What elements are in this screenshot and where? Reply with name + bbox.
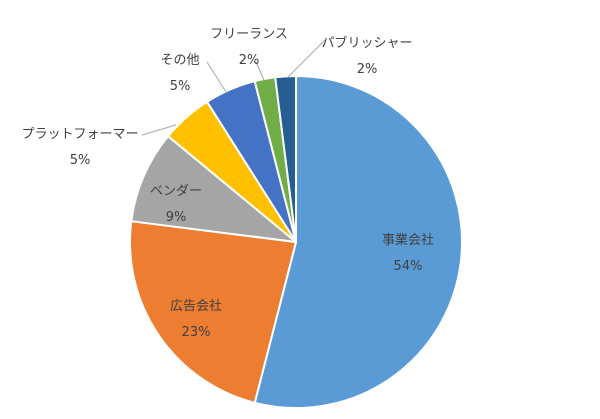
leader-line [286, 39, 326, 79]
pie-slice-3 [130, 135, 297, 243]
pie-slice-2 [129, 220, 297, 404]
slice-name-label: プラットフォーマー [21, 127, 138, 142]
slice-name-label: フリーランス [210, 27, 288, 42]
labels-layer: 事業会社 54% 広告会社 23% ベンダー 9% プラットフォーマー 5% その他 5% フリーラ… [21, 27, 434, 340]
slice-percent-label: 5% [170, 79, 191, 94]
slice-percent-label: 2% [357, 62, 378, 77]
slice-percent-label: 5% [70, 153, 91, 168]
slice-name-label: 広告会社 [170, 298, 222, 314]
slice-name-label: ベンダー [150, 184, 202, 199]
slice-percent-label: 9% [166, 210, 187, 225]
slice-percent-label: 54% [394, 259, 423, 274]
leader-line [141, 124, 177, 136]
pie-slice-7 [274, 75, 297, 243]
leader-line [255, 61, 265, 81]
slice-name-label: 事業会社 [382, 232, 434, 248]
slice-name-label: その他 [160, 53, 199, 68]
leader-line [206, 61, 227, 93]
pie-slice-1 [253, 75, 463, 409]
slice-percent-label: 2% [239, 53, 260, 68]
slices-layer [129, 75, 463, 409]
leader-lines-layer [141, 39, 326, 136]
slice-name-label: パブリッシャー [321, 35, 412, 51]
slice-percent-label: 23% [182, 325, 211, 340]
